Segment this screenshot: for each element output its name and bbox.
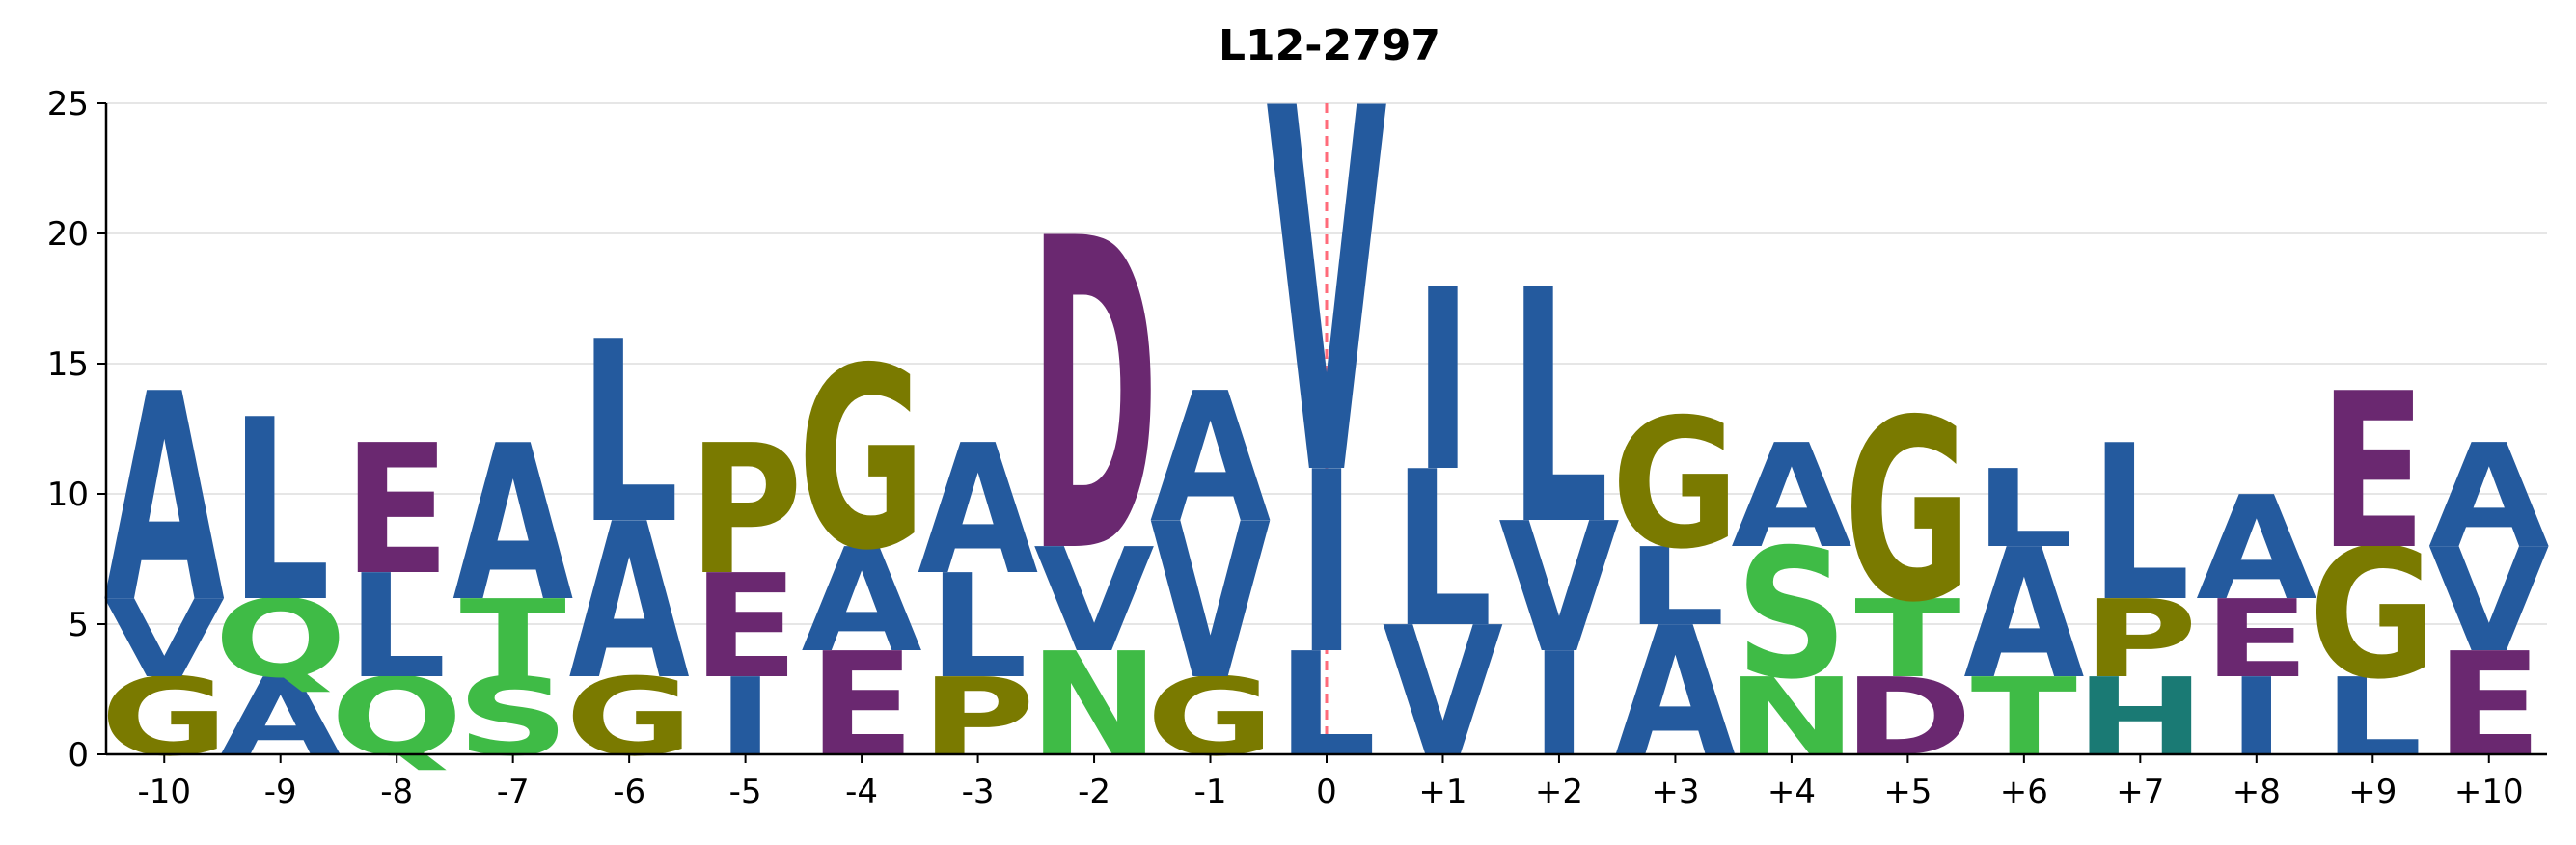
- residue-A: A: [104, 335, 225, 667]
- residue-E: E: [343, 407, 451, 614]
- stack--9: AQL: [214, 367, 347, 779]
- x-tick-label: -6: [613, 773, 645, 811]
- residue-E: E: [692, 544, 799, 711]
- stack-+6: TAL: [1963, 447, 2084, 780]
- x-tick-label: +6: [2000, 773, 2048, 811]
- x-tick-label: +1: [1418, 773, 1466, 811]
- y-tick-label: 10: [47, 476, 89, 514]
- stack--1: GVA: [1146, 355, 1274, 780]
- residue-G: G: [798, 314, 926, 605]
- residue-D: D: [1029, 149, 1159, 647]
- stack-+8: IEA: [2196, 466, 2316, 780]
- residue-P: P: [2083, 577, 2198, 702]
- stack--2: NVD: [1028, 149, 1159, 788]
- residue-A: A: [1963, 511, 2084, 719]
- residue-L: L: [928, 544, 1028, 711]
- stack-+10: EVA: [2428, 414, 2549, 789]
- residue-V: V: [2428, 518, 2549, 685]
- y-tick-label: 20: [47, 215, 89, 254]
- stack-+3: ALG: [1611, 381, 1740, 797]
- x-tick-label: +2: [1535, 773, 1583, 811]
- residue-V: V: [1266, 6, 1387, 586]
- x-tick-label: 0: [1316, 773, 1337, 811]
- stack-0: LIV: [1266, 6, 1387, 789]
- stack--4: EAG: [798, 314, 926, 788]
- stack--5: IEP: [688, 407, 803, 780]
- x-tick-label: +10: [2454, 773, 2524, 811]
- residue-G: G: [1844, 367, 1972, 657]
- residue-E: E: [2319, 347, 2426, 596]
- residue-A: A: [918, 407, 1038, 614]
- y-tick-label: 5: [68, 606, 89, 644]
- residue-L: L: [2091, 399, 2190, 648]
- x-tick-label: -8: [380, 773, 413, 811]
- residue-A: A: [1731, 414, 1851, 581]
- x-axis-ticks: -10 -9 -8 -7 -6 -5 -4 -3 -2 -1 0 +1 +2 +3 +4 +5 +6 +7 +8 +9…: [137, 754, 2524, 811]
- x-tick-label: -9: [264, 773, 297, 811]
- residue-L: L: [231, 367, 330, 657]
- residue-L: L: [1393, 425, 1493, 674]
- residue-A: A: [1150, 355, 1271, 562]
- grid-lines: [106, 102, 2547, 625]
- residue-Q: Q: [214, 577, 347, 702]
- residue-T: T: [1854, 577, 1960, 702]
- x-tick-label: -1: [1194, 773, 1227, 811]
- x-tick-label: +5: [1883, 773, 1932, 811]
- x-tick-label: +4: [1768, 773, 1816, 811]
- residue-L: L: [1509, 222, 1608, 596]
- stack-+1: VLI: [1383, 236, 1503, 797]
- x-tick-label: -10: [137, 773, 191, 811]
- residue-V: V: [1033, 518, 1154, 685]
- residue-A: A: [569, 477, 690, 726]
- stack--6: GAL: [565, 288, 694, 779]
- stack--7: STA: [452, 399, 573, 779]
- stack--8: QLE: [330, 407, 463, 780]
- residue-A: A: [452, 399, 573, 648]
- x-tick-label: +9: [2348, 773, 2397, 811]
- residue-E: E: [2204, 577, 2311, 702]
- residue-T: T: [459, 577, 565, 702]
- logo-stacks: GVAAQLQLESTAGALIEPEAGPLANVDGVALIVVLIIVLA…: [100, 6, 2550, 797]
- x-tick-label: +3: [1651, 773, 1699, 811]
- y-tick-label: 15: [47, 345, 89, 384]
- stack-+7: HPL: [2075, 399, 2206, 779]
- residue-G: G: [2309, 511, 2437, 719]
- x-tick-label: -3: [962, 773, 995, 811]
- y-axis-ticks: 0 5 10 15 20 25: [47, 85, 106, 775]
- x-tick-label: +8: [2233, 773, 2281, 811]
- residue-V: V: [1498, 485, 1619, 693]
- stack--3: PLA: [918, 407, 1038, 780]
- residue-V: V: [1150, 477, 1271, 726]
- stack--10: GVA: [100, 335, 229, 779]
- x-tick-label: -2: [1078, 773, 1110, 811]
- residue-A: A: [801, 518, 921, 685]
- residue-V: V: [104, 577, 225, 702]
- residue-L: L: [580, 288, 679, 579]
- stack-+4: NSA: [1726, 414, 1856, 780]
- stack-+5: DTG: [1843, 367, 1972, 779]
- y-tick-label: 0: [68, 736, 89, 775]
- x-tick-label: -4: [845, 773, 878, 811]
- x-tick-label: -5: [729, 773, 762, 811]
- residue-L: L: [1974, 447, 2073, 572]
- x-tick-label: +7: [2116, 773, 2164, 811]
- residue-I: I: [1298, 419, 1356, 709]
- y-tick-label: 25: [47, 85, 89, 123]
- residue-L: L: [1626, 525, 1725, 650]
- residue-P: P: [688, 407, 803, 614]
- residue-A: A: [2196, 466, 2316, 633]
- residue-A: A: [2428, 414, 2549, 581]
- chart-title: L12-2797: [1219, 21, 1440, 70]
- stack-+2: IVL: [1498, 222, 1619, 788]
- residue-I: I: [1413, 236, 1471, 527]
- residue-L: L: [347, 544, 447, 711]
- stack-+9: LGE: [2309, 347, 2437, 779]
- residue-S: S: [1736, 511, 1849, 719]
- residue-G: G: [1611, 381, 1740, 588]
- x-tick-label: -7: [497, 773, 530, 811]
